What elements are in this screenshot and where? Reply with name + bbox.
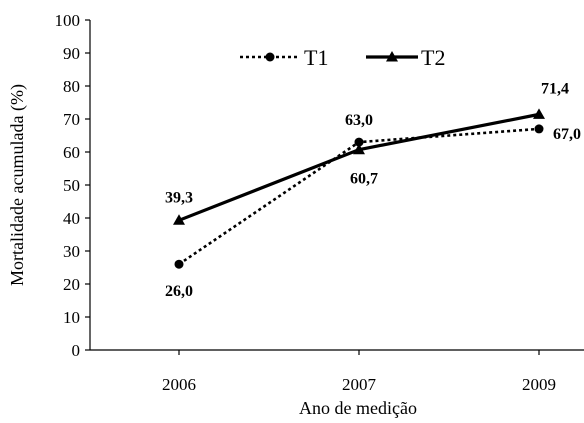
y-tick-label: 40 (63, 209, 80, 228)
y-axis-title: Mortalidade acumulada (%) (7, 84, 28, 286)
legend-marker-t1 (265, 52, 275, 62)
y-tick-label: 30 (63, 242, 80, 261)
data-point-t1 (174, 259, 184, 269)
y-tick-label: 20 (63, 275, 80, 294)
legend-label-t1: T1 (304, 45, 328, 70)
y-tick-label: 90 (63, 44, 80, 63)
legend-label-t2: T2 (421, 45, 445, 70)
series-group: 26,0 63,0 67,0 39,3 60,7 71,4 (165, 80, 581, 300)
series-t2: 39,3 60,7 71,4 (165, 80, 569, 225)
y-tick-label: 100 (55, 11, 81, 30)
legend-marker-t2 (386, 51, 398, 62)
data-label-t2: 39,3 (165, 189, 193, 206)
data-label-t2: 71,4 (541, 80, 569, 97)
y-tick-label: 50 (63, 176, 80, 195)
x-tick-label: 2007 (342, 375, 377, 394)
data-point-t1 (354, 137, 364, 147)
y-tick-label: 60 (63, 143, 80, 162)
data-label-t1: 26,0 (165, 283, 193, 300)
y-tick-label: 0 (72, 341, 81, 360)
data-label-t1: 67,0 (553, 126, 581, 143)
y-tick-label: 10 (63, 308, 80, 327)
x-tick-label: 2006 (162, 375, 196, 394)
data-point-t2 (353, 143, 365, 155)
data-point-t2 (533, 108, 545, 119)
x-axis-title: Ano de medição (299, 398, 417, 418)
data-point-t1 (534, 124, 544, 134)
legend: T1 T2 (240, 45, 445, 70)
y-tick-label: 80 (63, 77, 80, 96)
series-line-t2 (178, 112, 540, 222)
data-label-t2: 60,7 (350, 171, 378, 188)
series-t1: 26,0 63,0 67,0 (165, 112, 581, 300)
y-tick-label: 70 (63, 110, 80, 129)
axes: 0 10 20 30 40 50 60 70 80 90 100 2006 2007 2009 (55, 11, 584, 394)
x-tick-label: 2009 (522, 375, 556, 394)
data-label-t1: 63,0 (345, 112, 373, 129)
data-point-t2 (173, 214, 185, 225)
